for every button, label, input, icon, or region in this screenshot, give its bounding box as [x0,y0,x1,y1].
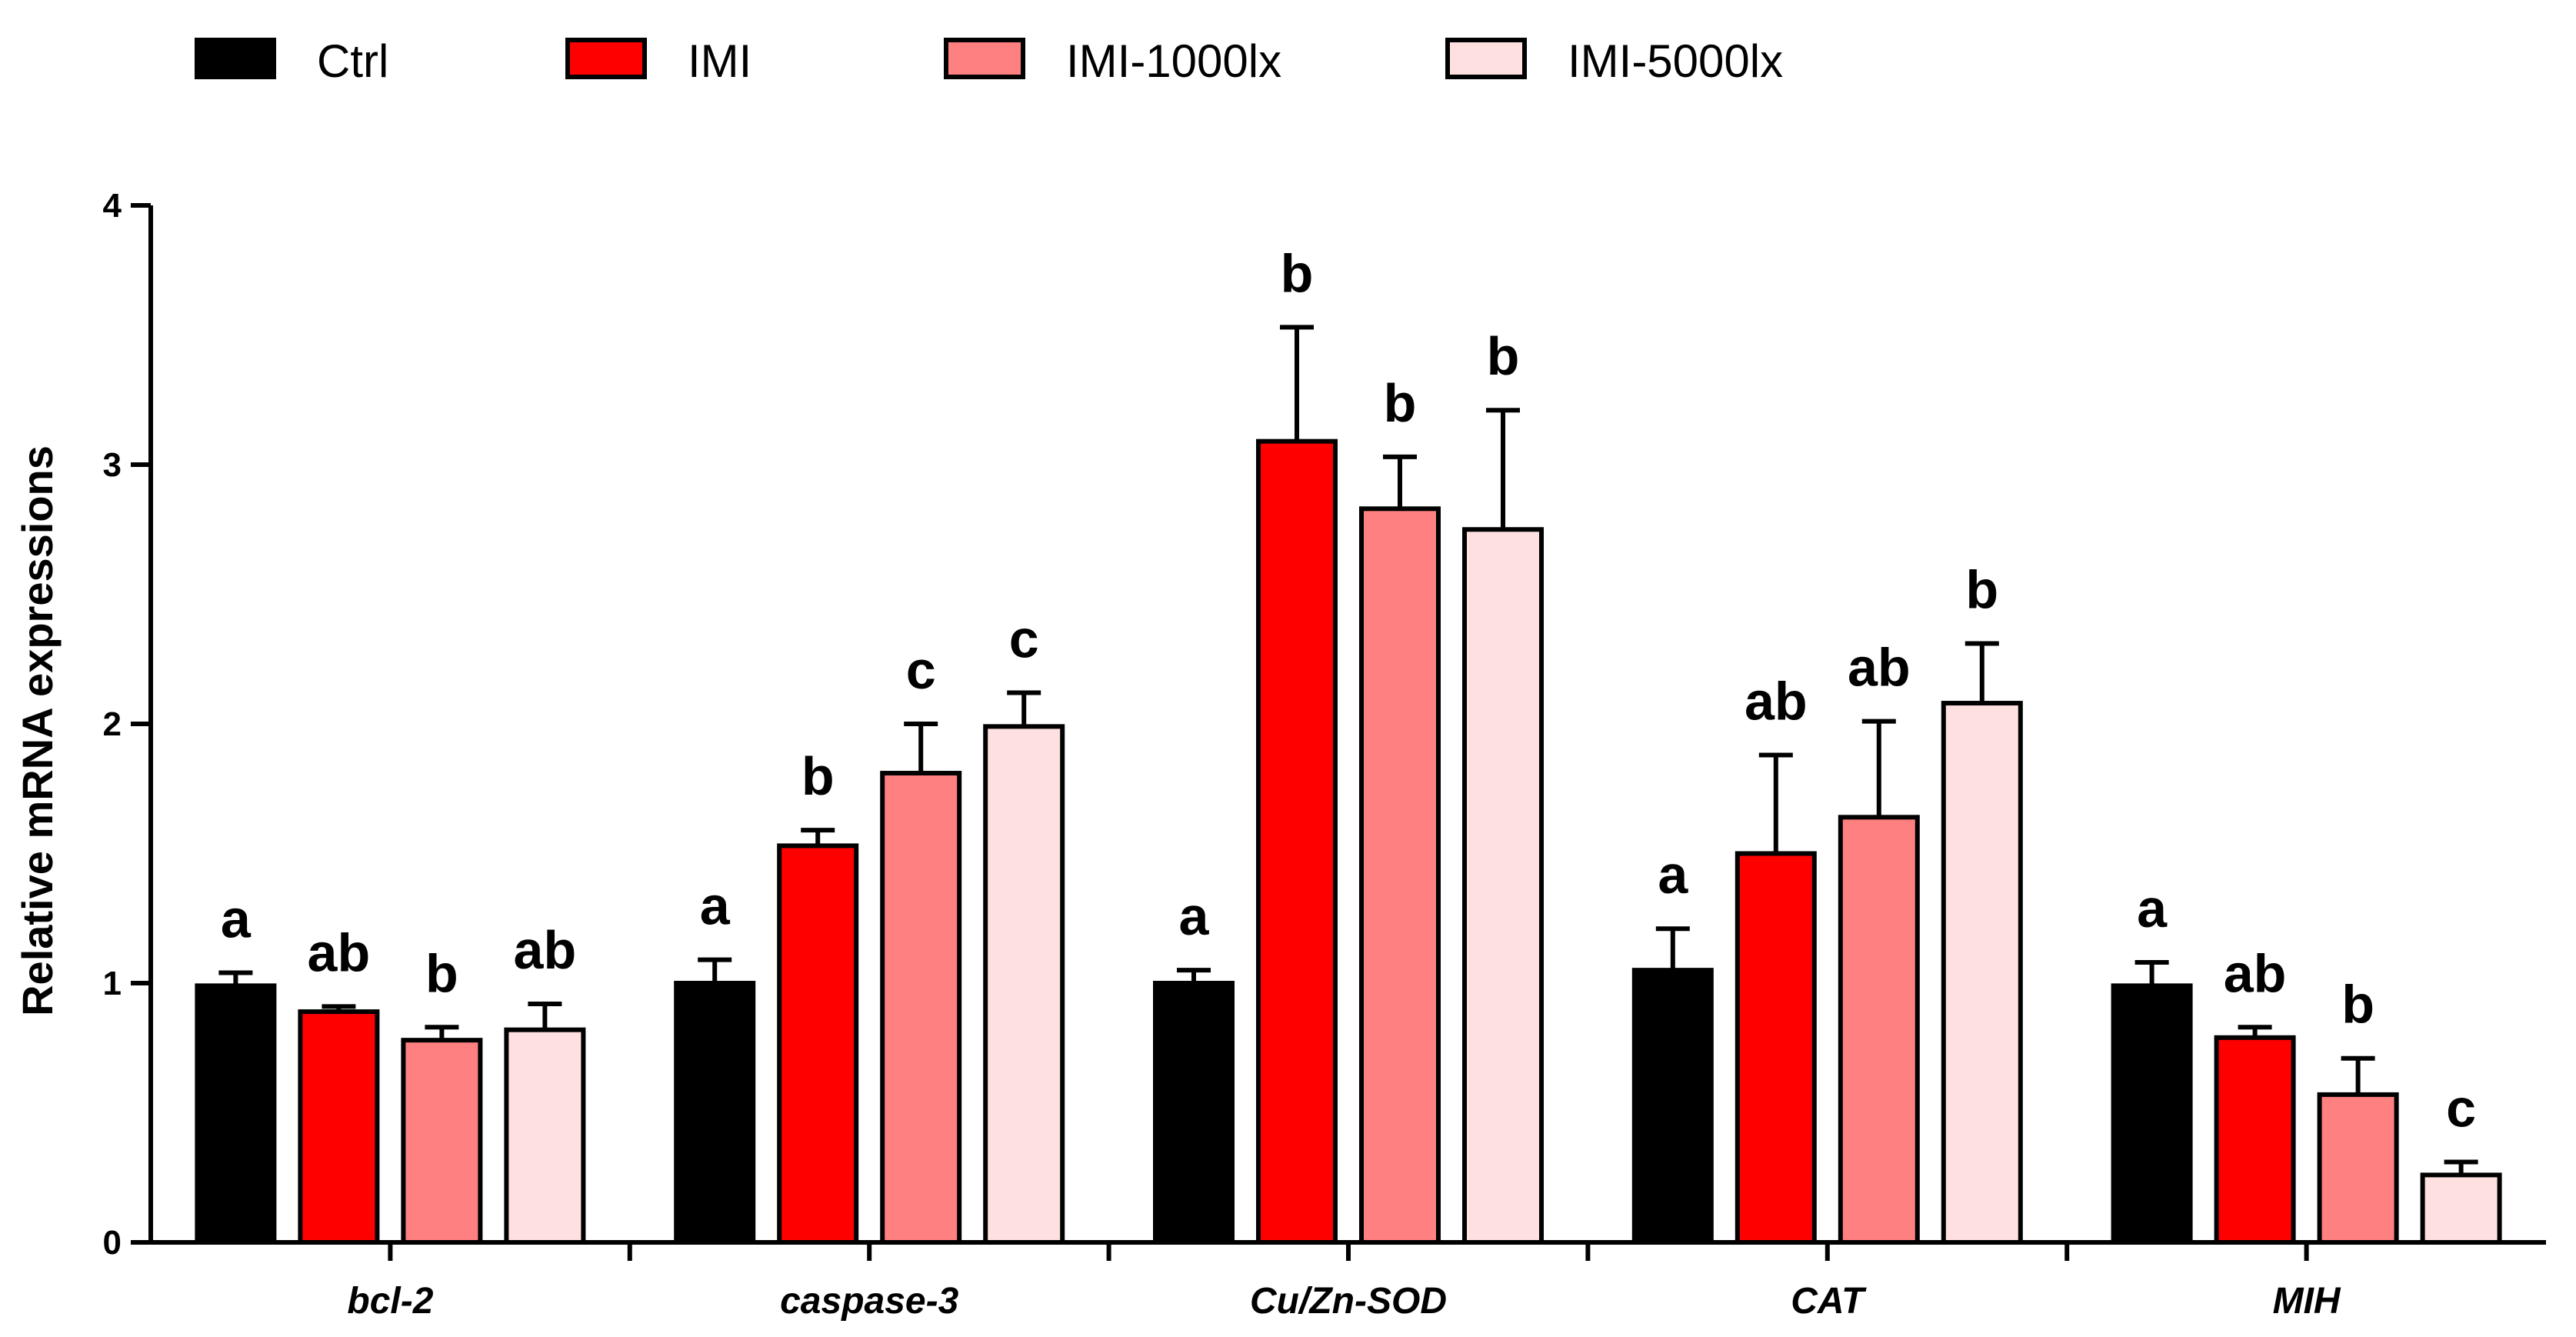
significance-label: c [1009,609,1039,669]
bar [1256,438,1338,1245]
significance-label: b [801,746,835,806]
significance-label: b [1487,326,1520,386]
bar [1462,527,1544,1245]
x-tick-label: CAT [1791,1281,1867,1322]
x-tick-label: Cu/Zn-SOD [1250,1281,1447,1322]
significance-label: c [2446,1079,2476,1139]
y-tick-label: 0 [103,1224,122,1262]
bar [777,843,859,1245]
significance-label: b [1965,560,1998,620]
x-tick-label: caspase-3 [780,1281,958,1322]
significance-label: ab [514,920,577,980]
bar [2420,1172,2502,1245]
bar [1838,815,1920,1245]
legend-swatch [565,38,647,79]
significance-label: a [2137,879,2168,939]
significance-label: c [906,640,936,700]
legend-label: IMI-1000lx [1066,35,1281,87]
x-tick-label: bcl-2 [347,1281,433,1322]
significance-label: ab [2224,943,2287,1003]
bar [1941,701,2023,1245]
legend-swatch [195,38,276,79]
significance-label: ab [1848,638,1911,698]
y-tick-label: 4 [103,187,122,225]
legend-label: Ctrl [317,35,388,87]
bar [983,724,1065,1245]
significance-label: b [1281,243,1314,303]
bar [880,771,962,1245]
bar [2317,1092,2399,1245]
bar [674,981,756,1245]
significance-label: ab [1745,671,1808,731]
y-tick-label: 2 [103,705,122,743]
bar [1359,506,1441,1245]
bar [2111,983,2193,1245]
legend-label: IMI-5000lx [1568,35,1783,87]
legend-swatch [944,38,1025,79]
axes: 0 1 2 3 4 bcl-2 caspase-3 Cu/Zn-SOD CAT MIH [103,187,2546,1322]
significance-label: a [1658,845,1688,905]
significance-label: ab [308,922,371,982]
bar [2214,1035,2296,1245]
significance-label: a [1179,886,1210,946]
y-tick-label: 3 [103,446,122,484]
legend-label: IMI [688,35,751,87]
significance-label: a [221,889,252,949]
significance-label: b [1384,373,1417,433]
bar [1153,981,1235,1245]
legend-swatch [1445,38,1527,79]
legend: Ctrl IMI IMI-1000lx IMI-5000lx [195,35,1783,87]
bar [195,983,277,1245]
x-tick-label: MIH [2273,1281,2341,1322]
significance-label: a [700,876,731,936]
bar [1735,851,1817,1245]
bar [1631,968,1714,1245]
significance-label: b [2341,975,2374,1035]
bar [504,1027,586,1245]
significance-label: b [425,943,458,1003]
y-tick-label: 1 [103,965,122,1002]
bar [401,1038,483,1245]
y-axis-label: Relative mRNA expressions [13,445,62,1016]
bar [298,1009,380,1245]
